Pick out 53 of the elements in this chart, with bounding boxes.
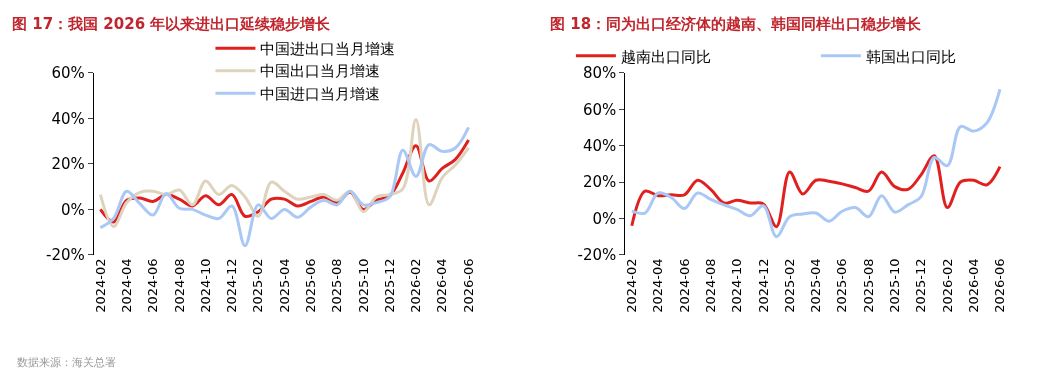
chart-title: 图 18：同为出口经济体的越南、韩国同样出口稳步增长 [550,15,923,33]
source-note: 数据来源：海关总署 [17,356,116,369]
x-tick-label: 2026-04 [434,258,450,313]
x-tick-label: 2026-02 [408,258,424,313]
legend-label: 韩国出口同比 [865,47,956,66]
line-series [630,87,1002,239]
x-tick-label: 2025-04 [276,258,292,313]
x-tick-label: 2025-10 [355,258,371,313]
x-tick-label: 2024-08 [171,258,187,313]
x-tick-label: 2024-06 [676,258,692,313]
x-tick-label: 2025-06 [834,258,850,313]
x-tick-label: 2025-10 [887,258,902,313]
legend-label: 中国进出口当月增速 [260,39,396,58]
y-tick-label: -20% [577,246,617,265]
x-tick-label: 2026-02 [939,258,955,313]
x-tick-label: 2025-08 [860,258,876,313]
y-tick-label: 80% [582,64,617,83]
y-tick-label: 20% [51,155,85,174]
x-tick-label: 2024-12 [755,258,771,313]
line-series [98,125,471,248]
x-tick-label: 2024-12 [224,258,240,313]
x-tick-label: 2025-06 [303,258,318,313]
x-tick-label: 2025-02 [781,258,797,313]
x-tick-label: 2024-10 [729,258,745,313]
x-tick-label: 2026-06 [992,258,1008,313]
y-tick-label: 40% [51,109,85,128]
y-tick-label: -20% [46,246,85,265]
legend-label: 中国出口当月增速 [260,62,381,81]
x-tick-label: 2024-04 [118,258,134,313]
x-tick-label: 2026-06 [460,258,476,313]
x-tick-label: 2024-02 [92,258,108,313]
line-series [630,154,1002,229]
x-tick-label: 2024-10 [197,258,213,313]
y-tick-label: 0% [592,209,617,228]
x-tick-label: 2025-12 [381,258,397,313]
legend-label: 越南出口同比 [620,47,711,66]
x-tick-label: 2024-08 [702,258,718,313]
y-tick-label: 0% [61,200,85,219]
y-tick-label: 60% [582,100,617,119]
x-tick-label: 2026-04 [965,258,981,313]
y-tick-label: 40% [582,136,617,155]
x-tick-label: 2025-04 [808,258,824,313]
x-tick-label: 2025-12 [913,258,929,313]
x-tick-label: 2024-06 [145,258,161,313]
line-series [98,118,471,228]
y-tick-label: 20% [582,173,617,192]
x-tick-label: 2024-04 [650,258,666,313]
legend-label: 中国进口当月增速 [260,84,381,103]
x-tick-label: 2024-02 [624,258,640,313]
y-tick-label: 60% [51,64,85,83]
chart-title: 图 17：我国 2026 年以来进出口延续稳步增长 [12,15,332,33]
x-tick-label: 2025-08 [329,258,345,313]
x-tick-label: 2025-02 [250,258,266,313]
